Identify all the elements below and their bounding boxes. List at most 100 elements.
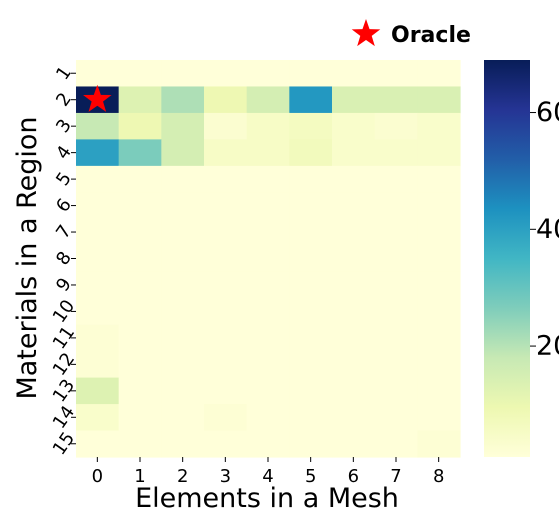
heatmap-cell [76, 165, 120, 193]
heatmap-cell [204, 271, 248, 299]
heatmap-cell [246, 298, 290, 326]
heatmap-cell [374, 139, 418, 167]
heatmap-cell [246, 112, 290, 140]
heatmap-cell [76, 245, 120, 273]
y-tick-label: 2 [52, 89, 76, 110]
heatmap-cell [374, 430, 418, 458]
heatmap-cell [374, 351, 418, 379]
heatmap-cell [374, 112, 418, 140]
heatmap-cell [204, 165, 248, 193]
heatmap-cell [161, 271, 205, 299]
y-tick-label: 14 [49, 402, 79, 433]
colorbar-ticks: 20 40 60 [530, 97, 559, 362]
heatmap-cell [374, 324, 418, 352]
heatmap-cell [289, 192, 333, 220]
legend-label: Oracle [391, 23, 471, 48]
heatmap-cell [332, 404, 376, 432]
heatmap-cell [76, 430, 120, 458]
heatmap-cell [417, 245, 461, 273]
heatmap-cell [76, 139, 120, 167]
heatmap-cell [76, 192, 120, 220]
x-tick-label: 1 [134, 466, 145, 487]
heatmap-cell [246, 165, 290, 193]
colorbar-tick-label: 60 [536, 97, 559, 128]
heatmap-cell [161, 60, 205, 88]
heatmap-cell [246, 245, 290, 273]
y-tick-label: 3 [52, 115, 76, 136]
heatmap-cell [417, 430, 461, 458]
heatmap-cell [332, 377, 376, 405]
heatmap-cell [161, 430, 205, 458]
heatmap-cell [417, 218, 461, 246]
heatmap-cell [374, 377, 418, 405]
heatmap-cell [417, 351, 461, 379]
y-axis-label: Materials in a Region [12, 116, 43, 399]
heatmap-cell [161, 165, 205, 193]
heatmap-cell [417, 139, 461, 167]
y-tick-label: 4 [52, 142, 76, 163]
heatmap-cell [204, 404, 248, 432]
heatmap-cell [289, 404, 333, 432]
heatmap-cell [289, 430, 333, 458]
heatmap-cell [246, 139, 290, 167]
heatmap-cell [417, 60, 461, 88]
x-tick-label: 2 [177, 466, 188, 487]
heatmap-cell [246, 324, 290, 352]
heatmap-cell [118, 60, 162, 88]
heatmap-cell [374, 60, 418, 88]
x-tick-label: 8 [433, 466, 444, 487]
heatmap-cell [246, 60, 290, 88]
heatmap-cell [289, 112, 333, 140]
heatmap-cell [161, 298, 205, 326]
heatmap-cell [289, 218, 333, 246]
heatmap-cell [204, 377, 248, 405]
heatmap-cell [374, 218, 418, 246]
heatmap-cell [118, 139, 162, 167]
x-tick-label: 7 [390, 466, 401, 487]
heatmap-cell [289, 60, 333, 88]
heatmap-cell [161, 245, 205, 273]
heatmap-cell [161, 112, 205, 140]
x-tick-label: 0 [92, 466, 103, 487]
heatmap-cell [417, 112, 461, 140]
heatmap-cell [332, 324, 376, 352]
heatmap-cell [118, 377, 162, 405]
heatmap-cell [118, 245, 162, 273]
y-tick-label: 9 [52, 274, 76, 295]
heatmap-cell [161, 324, 205, 352]
x-tick-label: 5 [305, 466, 316, 487]
legend: Oracle [351, 19, 471, 48]
heatmap-cell [118, 404, 162, 432]
heatmap-cell [289, 245, 333, 273]
heatmap-cell [76, 404, 120, 432]
x-tick-label: 4 [262, 466, 273, 487]
heatmap-cell [374, 245, 418, 273]
heatmap-cell [246, 430, 290, 458]
heatmap-cell [118, 271, 162, 299]
heatmap-cell [204, 324, 248, 352]
heatmap-cell [374, 404, 418, 432]
heatmap-cell [161, 404, 205, 432]
heatmap-cell [204, 245, 248, 273]
heatmap-cell [246, 192, 290, 220]
heatmap-cell [161, 86, 205, 114]
heatmap-cell [332, 298, 376, 326]
heatmap-cell [374, 298, 418, 326]
heatmap-cell [204, 86, 248, 114]
heatmap-cell [332, 271, 376, 299]
heatmap-cell [161, 377, 205, 405]
heatmap-cell [204, 112, 248, 140]
heatmap-cell [118, 218, 162, 246]
heatmap-cell [76, 324, 120, 352]
heatmap-cell [204, 298, 248, 326]
heatmap-cell [76, 351, 120, 379]
heatmap-cell [417, 298, 461, 326]
heatmap-cell [204, 192, 248, 220]
heatmap-cell [332, 165, 376, 193]
y-tick-label: 7 [52, 221, 76, 242]
heatmap-cell [246, 271, 290, 299]
heatmap-cell [332, 112, 376, 140]
heatmap-cell [332, 218, 376, 246]
